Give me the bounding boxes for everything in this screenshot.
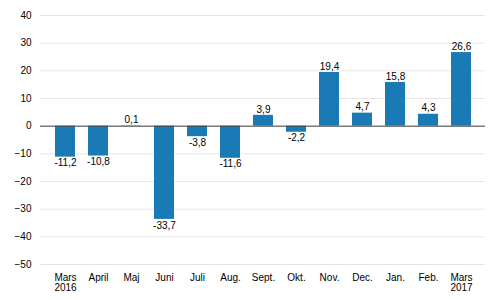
svg-text:Sept.: Sept.: [252, 272, 275, 283]
svg-text:0: 0: [26, 120, 32, 131]
svg-text:-3,8: -3,8: [189, 137, 207, 148]
svg-text:−50: −50: [15, 259, 32, 270]
svg-text:Juli: Juli: [190, 272, 205, 283]
svg-text:-2,2: -2,2: [288, 132, 306, 143]
svg-text:Jan.: Jan.: [386, 272, 405, 283]
svg-text:30: 30: [20, 37, 32, 48]
svg-text:26,6: 26,6: [452, 41, 472, 52]
svg-text:-11,6: -11,6: [219, 158, 241, 169]
svg-text:Nov.: Nov.: [320, 272, 340, 283]
svg-text:Mars2017: Mars2017: [450, 272, 473, 293]
svg-text:Okt.: Okt.: [287, 272, 305, 283]
svg-text:Maj: Maj: [123, 272, 139, 283]
svg-text:Mars2016: Mars2016: [54, 272, 77, 293]
svg-text:-10,8: -10,8: [87, 156, 110, 167]
svg-text:Juni: Juni: [155, 272, 173, 283]
svg-text:Dec.: Dec.: [352, 272, 373, 283]
svg-text:0,1: 0,1: [125, 114, 139, 125]
svg-text:Aug.: Aug.: [220, 272, 241, 283]
svg-text:-33,7: -33,7: [153, 220, 176, 231]
svg-text:−20: −20: [15, 176, 32, 187]
svg-text:April: April: [88, 272, 108, 283]
svg-text:Feb.: Feb.: [418, 272, 438, 283]
svg-text:−30: −30: [15, 203, 32, 214]
svg-text:-11,2: -11,2: [54, 157, 76, 168]
svg-text:−10: −10: [15, 148, 32, 159]
svg-text:15,8: 15,8: [386, 71, 406, 82]
svg-text:10: 10: [20, 93, 32, 104]
svg-text:19,4: 19,4: [320, 61, 340, 72]
svg-text:−40: −40: [15, 231, 32, 242]
svg-text:40: 40: [20, 10, 32, 21]
svg-text:4,7: 4,7: [356, 101, 370, 112]
svg-text:20: 20: [20, 65, 32, 76]
svg-text:4,3: 4,3: [422, 102, 436, 113]
svg-text:3,9: 3,9: [257, 104, 271, 115]
